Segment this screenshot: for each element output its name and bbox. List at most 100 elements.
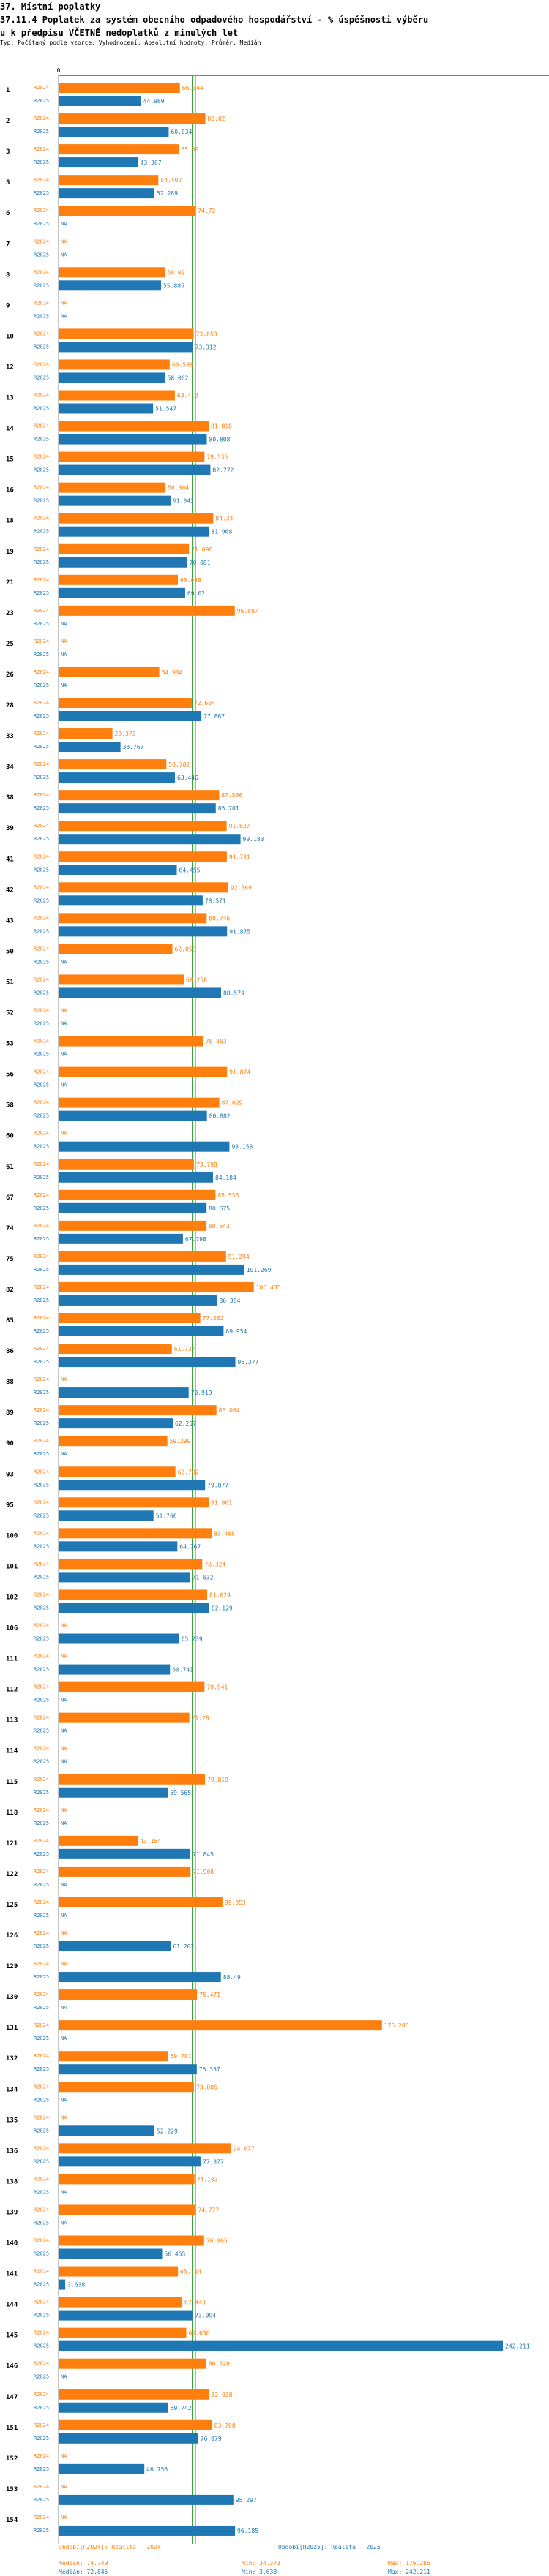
na-label: NA (61, 1820, 67, 1826)
series-label-R2025: R2025 (34, 928, 49, 934)
bar-R2024 (59, 1159, 194, 1170)
category-label: 115 (6, 1779, 18, 1786)
bar-R2025 (59, 2064, 197, 2075)
series-label-R2025: R2025 (34, 374, 49, 380)
data-label-R2025: 89.954 (225, 1328, 247, 1335)
bar-R2025 (59, 2525, 236, 2536)
series-label-R2024: R2024 (34, 1469, 49, 1475)
series-label-R2025: R2025 (34, 2405, 49, 2411)
series-label-R2024: R2024 (34, 731, 49, 737)
bar-R2025 (59, 2279, 66, 2290)
bar-R2024 (59, 83, 180, 93)
category-label: 33 (6, 733, 14, 740)
data-label-R2024: 73.658 (196, 331, 217, 337)
category-label: 121 (6, 1840, 18, 1848)
series-label-R2025: R2025 (34, 1943, 49, 1949)
category-label: 86 (6, 1348, 14, 1355)
series-label-R2024: R2024 (34, 1069, 49, 1075)
na-label: NA (61, 238, 67, 244)
series-label-R2024: R2024 (34, 669, 49, 675)
data-label-R2024: 74.777 (198, 2207, 219, 2213)
series-label-R2025: R2025 (34, 1113, 49, 1119)
data-label-R2024: 83.708 (214, 2422, 236, 2429)
series-label-R2025: R2025 (34, 252, 49, 257)
bar-R2025 (59, 834, 241, 845)
series-label-R2025: R2025 (34, 1667, 49, 1673)
na-label: NA (61, 1759, 67, 1765)
category-label: 154 (6, 2517, 18, 2524)
bar-R2024 (59, 821, 227, 832)
series-label-R2024: R2024 (34, 1530, 49, 1536)
data-label-R2025: 95.297 (236, 2497, 257, 2504)
na-label: NA (61, 621, 67, 627)
data-label-R2024: 91.627 (229, 823, 250, 829)
bar-R2024 (59, 1251, 226, 1262)
series-label-R2024: R2024 (34, 331, 49, 336)
data-label-R2024: 63.412 (177, 393, 198, 399)
series-label-R2025: R2025 (34, 2220, 49, 2226)
category-label: 51 (6, 979, 14, 986)
category-label: 90 (6, 1440, 14, 1447)
series-label-R2025: R2025 (34, 1574, 49, 1580)
series-label-R2025: R2025 (34, 221, 49, 227)
series-label-R2024: R2024 (34, 700, 49, 706)
bar-R2025 (59, 803, 216, 814)
data-label-R2024: 79.541 (206, 1684, 228, 1691)
series-label-R2025: R2025 (34, 2189, 49, 2195)
data-label-R2025: 79.877 (207, 1482, 228, 1488)
category-label: 41 (6, 856, 14, 863)
category-label: 39 (6, 825, 14, 832)
series-label-R2025: R2025 (34, 344, 49, 350)
series-label-R2024: R2024 (34, 1684, 49, 1690)
category-label: 60 (6, 1133, 14, 1140)
data-label-R2024: 79.305 (206, 2238, 228, 2245)
category-label: 75 (6, 1256, 14, 1263)
series-label-R2024: R2024 (34, 269, 49, 275)
na-label: NA (61, 1913, 67, 1918)
series-label-R2024: R2024 (34, 2238, 49, 2244)
series-label-R2024: R2024 (34, 1254, 49, 1259)
data-label-R2024: 86.064 (219, 1407, 240, 1414)
data-label-R2024: 106.435 (256, 1284, 281, 1291)
series-label-R2025: R2025 (34, 437, 49, 442)
series-label-R2024: R2024 (34, 2484, 49, 2490)
data-label-R2025: 59.565 (170, 1790, 191, 1796)
series-label-R2024: R2024 (34, 2300, 49, 2305)
na-label: NA (61, 2035, 67, 2041)
data-label-R2024: 66.144 (182, 85, 203, 91)
legend-2025-min: Min: 3.638 (242, 2569, 277, 2575)
bar-R2024 (59, 451, 205, 462)
data-label-R2024: 67.443 (184, 2300, 206, 2306)
data-label-R2025: 86.384 (219, 1298, 240, 1304)
na-label: NA (61, 959, 67, 965)
series-label-R2024: R2024 (34, 1315, 49, 1321)
data-label-R2024: 80.643 (209, 1223, 230, 1229)
bar-R2025 (59, 1664, 171, 1675)
bar-R2024 (59, 851, 227, 862)
series-label-R2025: R2025 (34, 2128, 49, 2134)
bar-R2024 (59, 144, 179, 155)
series-label-R2024: R2024 (34, 1777, 49, 1782)
na-label: NA (61, 652, 67, 658)
series-label-R2025: R2025 (34, 1636, 49, 1642)
data-label-R2025: 84.184 (215, 1175, 236, 1181)
na-label: NA (61, 2114, 67, 2120)
series-label-R2025: R2025 (34, 990, 49, 995)
data-label-R2024: 59.701 (171, 2053, 192, 2060)
category-label: 152 (6, 2455, 18, 2463)
bar-R2025 (59, 2340, 503, 2351)
series-label-R2024: R2024 (34, 2176, 49, 2182)
category-label: 16 (6, 487, 14, 494)
na-label: NA (61, 2374, 67, 2380)
bar-R2024 (59, 2358, 206, 2369)
series-label-R2024: R2024 (34, 393, 49, 399)
series-label-R2024: R2024 (34, 2361, 49, 2367)
series-label-R2024: R2024 (34, 1930, 49, 1936)
series-label-R2024: R2024 (34, 238, 49, 244)
category-label: 42 (6, 886, 14, 894)
data-label-R2025: 46.756 (146, 2466, 168, 2473)
data-label-R2025: 60.741 (172, 1667, 193, 1673)
series-label-R2025: R2025 (34, 1359, 49, 1365)
data-label-R2025: 3.638 (67, 2282, 85, 2289)
data-label-R2024: 80.02 (208, 116, 225, 122)
